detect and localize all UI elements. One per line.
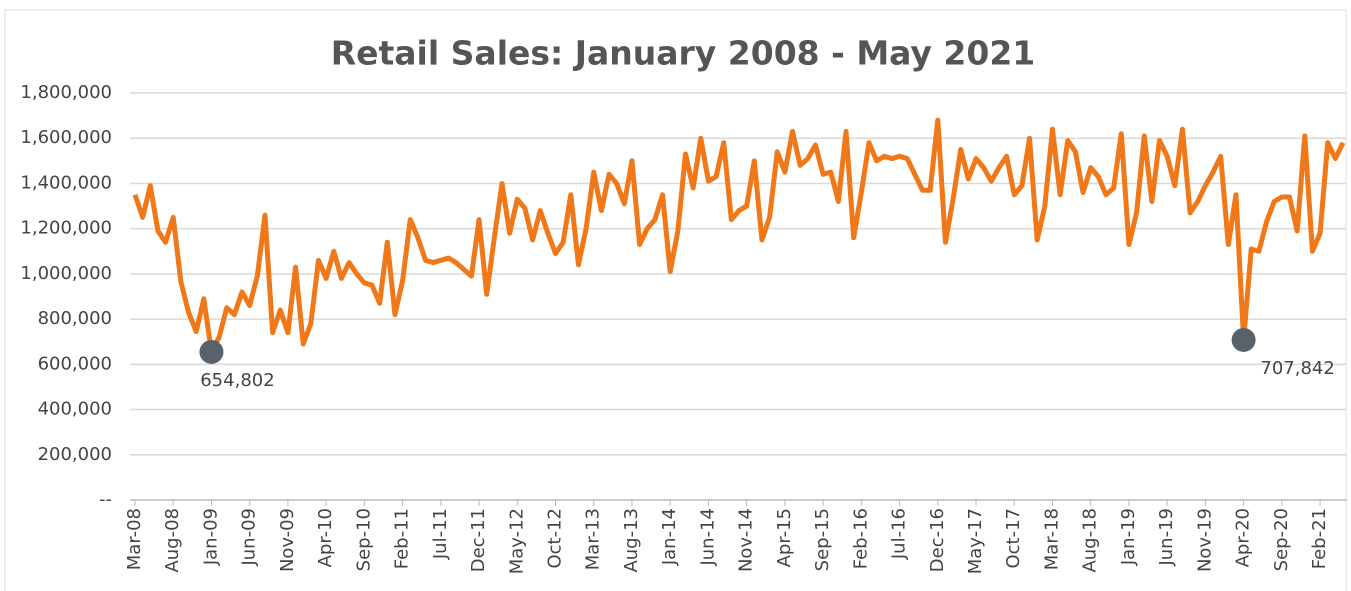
y-tick-label: 200,000 [38,444,112,465]
x-tick-label: Aug-08 [162,508,183,573]
x-tick-label: Dec-11 [468,508,489,572]
x-tick-label: Jun-14 [697,508,718,567]
x-tick-label: Feb-16 [850,508,871,569]
y-tick-label: 800,000 [38,308,112,329]
x-tick-label: May-12 [506,508,527,574]
x-tick-label: Jul-11 [430,508,451,560]
y-tick-label: 1,800,000 [20,82,112,103]
x-tick-label: Aug-18 [1080,508,1101,573]
x-tick-label: Dec-16 [927,508,948,572]
x-tick-label: Jun-19 [1156,508,1177,567]
x-tick-label: May-17 [965,508,986,574]
point-marker [199,339,224,364]
point-marker [1231,327,1256,352]
y-tick-label: -- [99,489,112,510]
x-tick-label: Sep-15 [812,508,833,571]
x-tick-label: Aug-13 [621,508,642,573]
x-tick-label: Mar-08 [124,508,145,570]
x-tick-label: Jan-19 [1118,508,1139,566]
x-tick-label: Oct-17 [1003,508,1024,569]
x-tick-label: Nov-19 [1194,508,1215,572]
data-label: 707,842 [1260,358,1334,379]
x-tick-label: Oct-12 [545,508,566,569]
y-tick-label: 1,000,000 [20,263,112,284]
x-tick-label: Apr-20 [1233,508,1254,567]
x-tick-label: Jul-16 [889,508,910,560]
x-tick-label: Feb-11 [392,508,413,569]
y-tick-label: 1,200,000 [20,218,112,239]
x-tick-label: Jun-09 [239,508,260,567]
x-tick-label: Nov-14 [736,508,757,572]
chart-title: Retail Sales: January 2008 - May 2021 [331,34,1036,73]
x-tick-label: Apr-15 [774,508,795,567]
x-tick-label: Jan-09 [200,508,221,566]
x-tick-label: Feb-21 [1309,508,1330,569]
x-tick-label: Apr-10 [315,508,336,567]
x-tick-label: Nov-09 [277,508,298,572]
chart-frame [4,9,1347,591]
x-tick-label: Mar-13 [583,508,604,570]
x-tick-label: Sep-20 [1271,508,1292,571]
y-tick-label: 400,000 [38,399,112,420]
y-tick-label: 1,400,000 [20,172,112,193]
data-label: 654,802 [200,370,274,391]
y-tick-label: 1,600,000 [20,127,112,148]
x-tick-label: Mar-18 [1041,508,1062,570]
y-tick-label: 600,000 [38,353,112,374]
x-tick-label: Jan-14 [659,508,680,566]
x-tick-label: Sep-10 [353,508,374,571]
line [132,117,1346,355]
